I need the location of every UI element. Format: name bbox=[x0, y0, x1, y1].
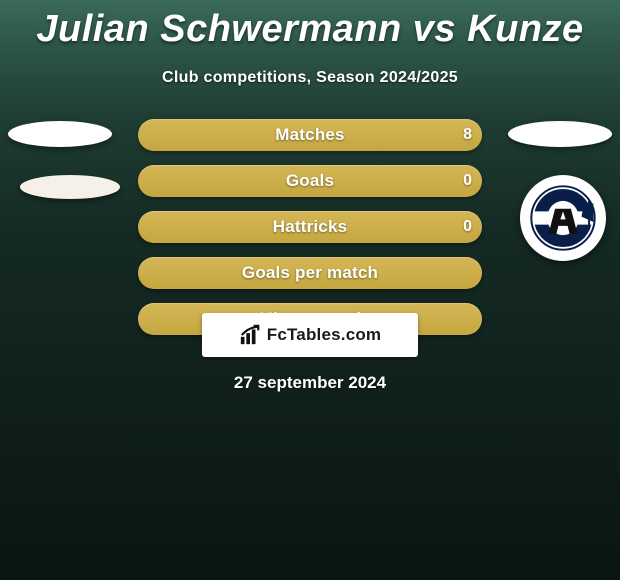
arminia-bielefeld-badge-icon bbox=[530, 185, 596, 251]
subtitle: Club competitions, Season 2024/2025 bbox=[0, 69, 620, 87]
fctables-label: FcTables.com bbox=[267, 325, 382, 345]
stat-label: Matches bbox=[275, 125, 344, 145]
stat-bar-hattricks: Hattricks 0 bbox=[138, 211, 482, 243]
generated-date: 27 september 2024 bbox=[234, 373, 386, 393]
stat-label: Goals per match bbox=[242, 263, 378, 283]
page-title: Julian Schwermann vs Kunze bbox=[0, 0, 620, 51]
fctables-link[interactable]: FcTables.com bbox=[202, 313, 418, 357]
comparison-panel: Matches 8 Goals 0 Hattricks 0 Goals per … bbox=[0, 119, 620, 399]
stat-bar-matches: Matches 8 bbox=[138, 119, 482, 151]
bars-ascending-icon bbox=[239, 324, 261, 346]
stat-value-right: 8 bbox=[463, 126, 472, 144]
stat-label: Goals bbox=[286, 171, 334, 191]
stat-bar-goals: Goals 0 bbox=[138, 165, 482, 197]
player-right-photo-placeholder bbox=[508, 121, 612, 147]
stat-label: Hattricks bbox=[273, 217, 348, 237]
stat-bar-goals-per-match: Goals per match bbox=[138, 257, 482, 289]
stat-value-right: 0 bbox=[463, 172, 472, 190]
player-left-photo-placeholder-1 bbox=[8, 121, 112, 147]
player-right-club-badge bbox=[520, 175, 606, 261]
stat-value-right: 0 bbox=[463, 218, 472, 236]
player-left-photo-placeholder-2 bbox=[20, 175, 120, 199]
